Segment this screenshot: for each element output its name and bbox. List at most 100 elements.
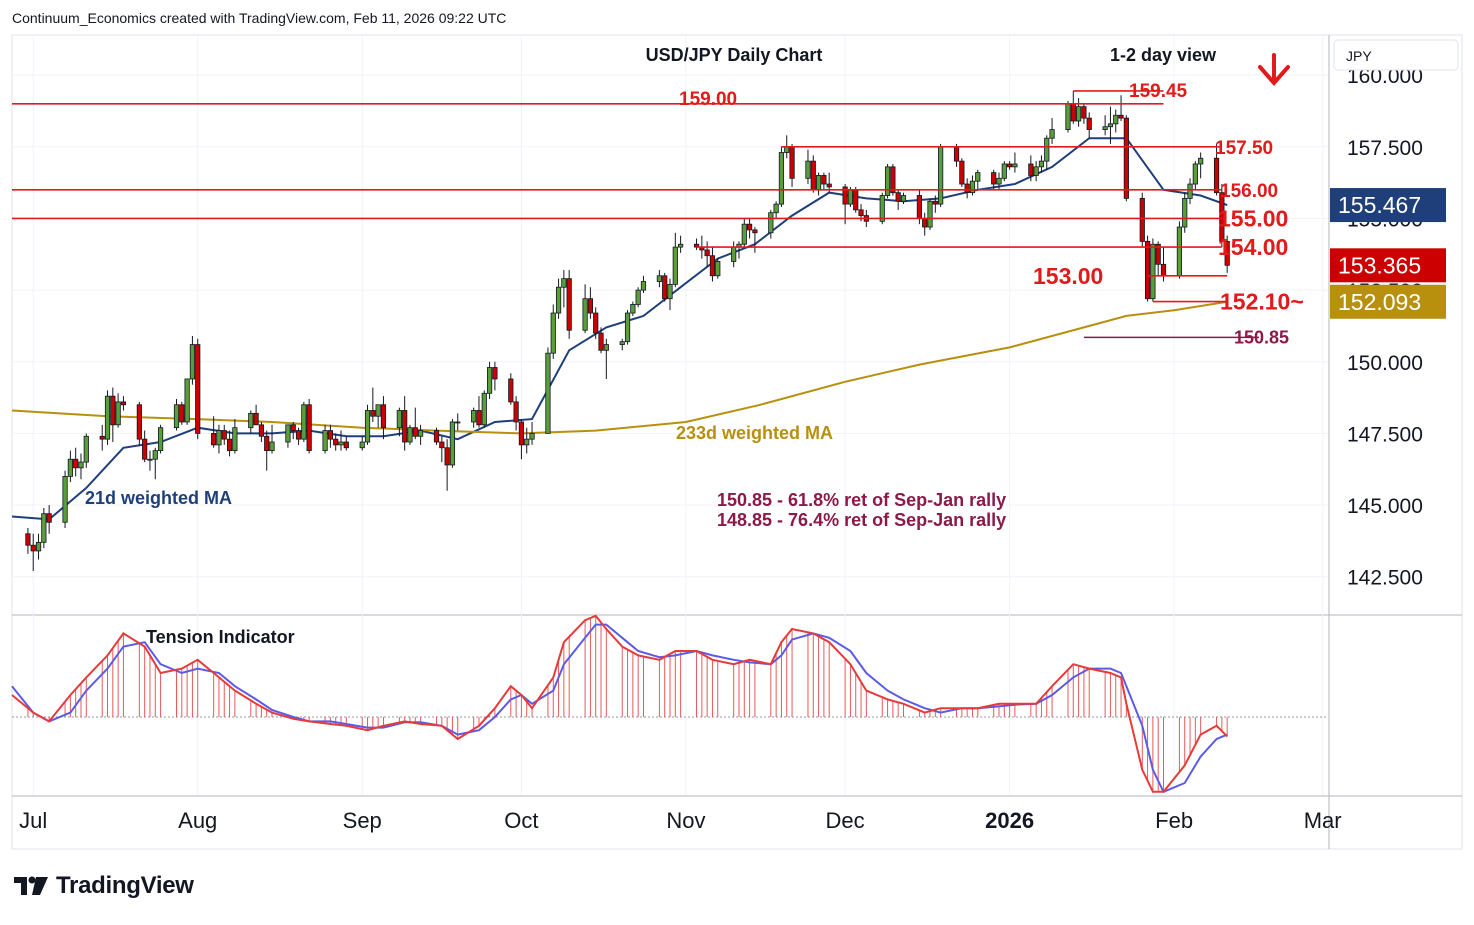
candle-body (805, 160, 811, 179)
candle-body (25, 533, 31, 546)
candle (789, 143, 795, 187)
candle-body (221, 430, 227, 440)
price-badge: 155.467 (1330, 188, 1446, 223)
candle (778, 146, 785, 207)
candle-body (1081, 106, 1087, 119)
candle (996, 172, 1002, 190)
level-label: 153.00 (1033, 263, 1103, 289)
candle (900, 192, 907, 205)
time-axis-label: Aug (178, 808, 217, 833)
candle (46, 505, 52, 534)
candle (1028, 155, 1034, 182)
candle-body (545, 352, 551, 434)
candle-body (587, 298, 594, 314)
candle (640, 275, 647, 293)
candle (555, 278, 562, 319)
candle-body (1150, 243, 1156, 300)
candle (301, 401, 307, 443)
time-axis-label: Jul (19, 808, 47, 833)
candle-body (226, 438, 233, 452)
chart-layer: Tension Indicator (11, 614, 1328, 794)
candle-body (35, 541, 42, 552)
candle (566, 270, 572, 339)
candle-body (142, 438, 148, 460)
candle-body (821, 175, 827, 185)
candle (290, 421, 296, 440)
candle-body (333, 438, 339, 446)
candle (842, 184, 848, 225)
candle (969, 175, 976, 196)
candle-body (555, 286, 562, 314)
candle (471, 407, 477, 428)
price-badge: 153.365 (1330, 248, 1446, 283)
candle (768, 209, 774, 239)
candle (285, 424, 291, 448)
candle (630, 301, 636, 316)
level-label: 157.50 (1215, 138, 1273, 159)
candle-body (99, 435, 105, 440)
candle (492, 361, 498, 391)
candle (593, 307, 599, 339)
candle-body (195, 344, 201, 434)
candle-body (1065, 103, 1071, 130)
candle (964, 178, 970, 199)
candle-body (524, 438, 530, 446)
candle-body (1182, 197, 1188, 228)
candle-body (1192, 163, 1198, 185)
candle-body (561, 278, 567, 288)
candle (396, 407, 402, 437)
candle-body (211, 433, 217, 446)
candle-body (991, 172, 997, 185)
candle (524, 427, 530, 454)
candle (179, 401, 185, 425)
currency-button[interactable]: JPY (1333, 39, 1459, 71)
candle-body (338, 441, 344, 446)
candle-body (147, 458, 153, 461)
candle-body (216, 430, 222, 446)
candle-body (301, 404, 307, 440)
candle (959, 158, 965, 187)
down-arrow-icon (1258, 53, 1290, 87)
candle (879, 192, 885, 225)
candle (327, 424, 333, 448)
time-axis-label: Dec (826, 808, 865, 833)
candle (99, 424, 105, 451)
candle (115, 393, 121, 428)
candle-body (789, 146, 795, 179)
price-axis-tick-label: 142.500 (1347, 567, 1423, 590)
tension-signal-line (11, 623, 1228, 794)
candle-body (83, 435, 89, 463)
candle (338, 430, 344, 451)
tradingview-logo[interactable]: TradingView (14, 872, 194, 900)
price-axis-tick-label: 160.000 (1347, 65, 1423, 88)
candle-body (179, 404, 185, 423)
candle-body (370, 410, 376, 417)
candle-body (1001, 163, 1007, 179)
candle-body (110, 395, 116, 426)
candle (264, 430, 270, 471)
candle (232, 419, 238, 454)
candle-body (343, 441, 349, 449)
candle (402, 396, 408, 451)
candle (624, 310, 631, 345)
candle-body (630, 304, 636, 314)
ma-21d-label: 21d weighted MA (85, 488, 232, 508)
candle (550, 304, 556, 359)
candle-body (253, 412, 259, 426)
candle (248, 410, 254, 434)
candle (417, 424, 424, 445)
candle (1139, 192, 1145, 248)
candle (582, 284, 588, 334)
time-axis-label: Mar (1304, 808, 1342, 833)
price-badge-box (1330, 284, 1446, 319)
candle-body (603, 344, 609, 351)
candle-body (476, 410, 482, 426)
candle-body (486, 367, 493, 394)
candle-body (1107, 123, 1114, 128)
candle-body (678, 243, 684, 248)
candle-body (41, 513, 47, 543)
currency-button-box[interactable] (1333, 39, 1459, 71)
level-label: 159.00 (679, 89, 737, 110)
candle-body (1219, 192, 1225, 242)
